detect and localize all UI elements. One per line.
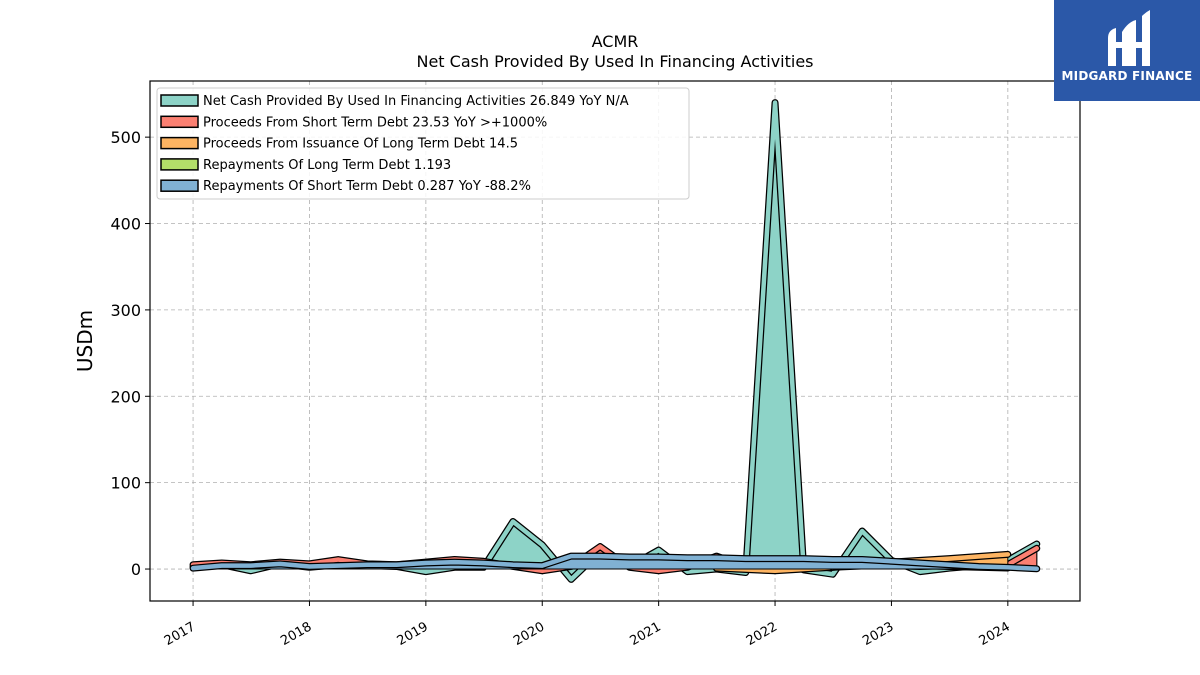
series-line bbox=[190, 553, 1040, 572]
x-tick-label: 2020 bbox=[511, 619, 547, 649]
y-tick-label: 500 bbox=[110, 128, 141, 147]
x-tick-label: 2018 bbox=[278, 619, 314, 649]
x-tick-label: 2021 bbox=[627, 619, 663, 649]
legend: Net Cash Provided By Used In Financing A… bbox=[156, 87, 690, 200]
plot-area-frame bbox=[149, 80, 1081, 602]
legend-swatch bbox=[160, 115, 199, 129]
y-tick-label: 400 bbox=[110, 215, 141, 234]
x-tick-label: 2023 bbox=[860, 619, 896, 649]
x-tick-label: 2022 bbox=[744, 619, 780, 649]
chart-subtitle: Net Cash Provided By Used In Financing A… bbox=[416, 52, 813, 71]
legend-entry: Proceeds From Issuance Of Long Term Debt… bbox=[203, 137, 518, 152]
y-tick-label: 100 bbox=[110, 474, 141, 493]
y-axis-label: USDm bbox=[73, 310, 97, 372]
brand-logo: MIDGARD FINANCE bbox=[1054, 0, 1200, 101]
legend-entry: Repayments Of Short Term Debt 0.287 YoY … bbox=[203, 179, 531, 194]
legend-entry: Proceeds From Short Term Debt 23.53 YoY … bbox=[203, 115, 547, 130]
x-tick-label: 2019 bbox=[395, 619, 431, 649]
x-axis: 2017 2018 2019 2020 2021 2022 2023 2024 bbox=[162, 601, 1013, 649]
legend-box bbox=[156, 87, 690, 200]
legend-swatch bbox=[160, 158, 199, 171]
series-layer bbox=[189, 99, 1041, 583]
y-axis: 0 100 200 300 400 500 bbox=[110, 128, 150, 579]
legend-swatch bbox=[160, 179, 199, 192]
legend-swatch bbox=[160, 94, 199, 107]
chart-title: ACMR bbox=[592, 32, 639, 51]
y-tick-label: 300 bbox=[110, 301, 141, 320]
logo-text: MIDGARD FINANCE bbox=[1061, 69, 1193, 83]
series-repayments-of-short-term-debt bbox=[189, 552, 1041, 573]
x-tick-label: 2024 bbox=[977, 619, 1013, 649]
y-tick-label: 200 bbox=[110, 387, 141, 406]
legend-entry: Repayments Of Long Term Debt 1.193 bbox=[203, 158, 451, 173]
midgard-logo-icon bbox=[1108, 10, 1150, 66]
legend-entry: Net Cash Provided By Used In Financing A… bbox=[203, 94, 629, 109]
y-tick-label: 0 bbox=[131, 560, 141, 579]
x-tick-label: 2017 bbox=[162, 619, 198, 649]
legend-swatch bbox=[160, 136, 199, 150]
